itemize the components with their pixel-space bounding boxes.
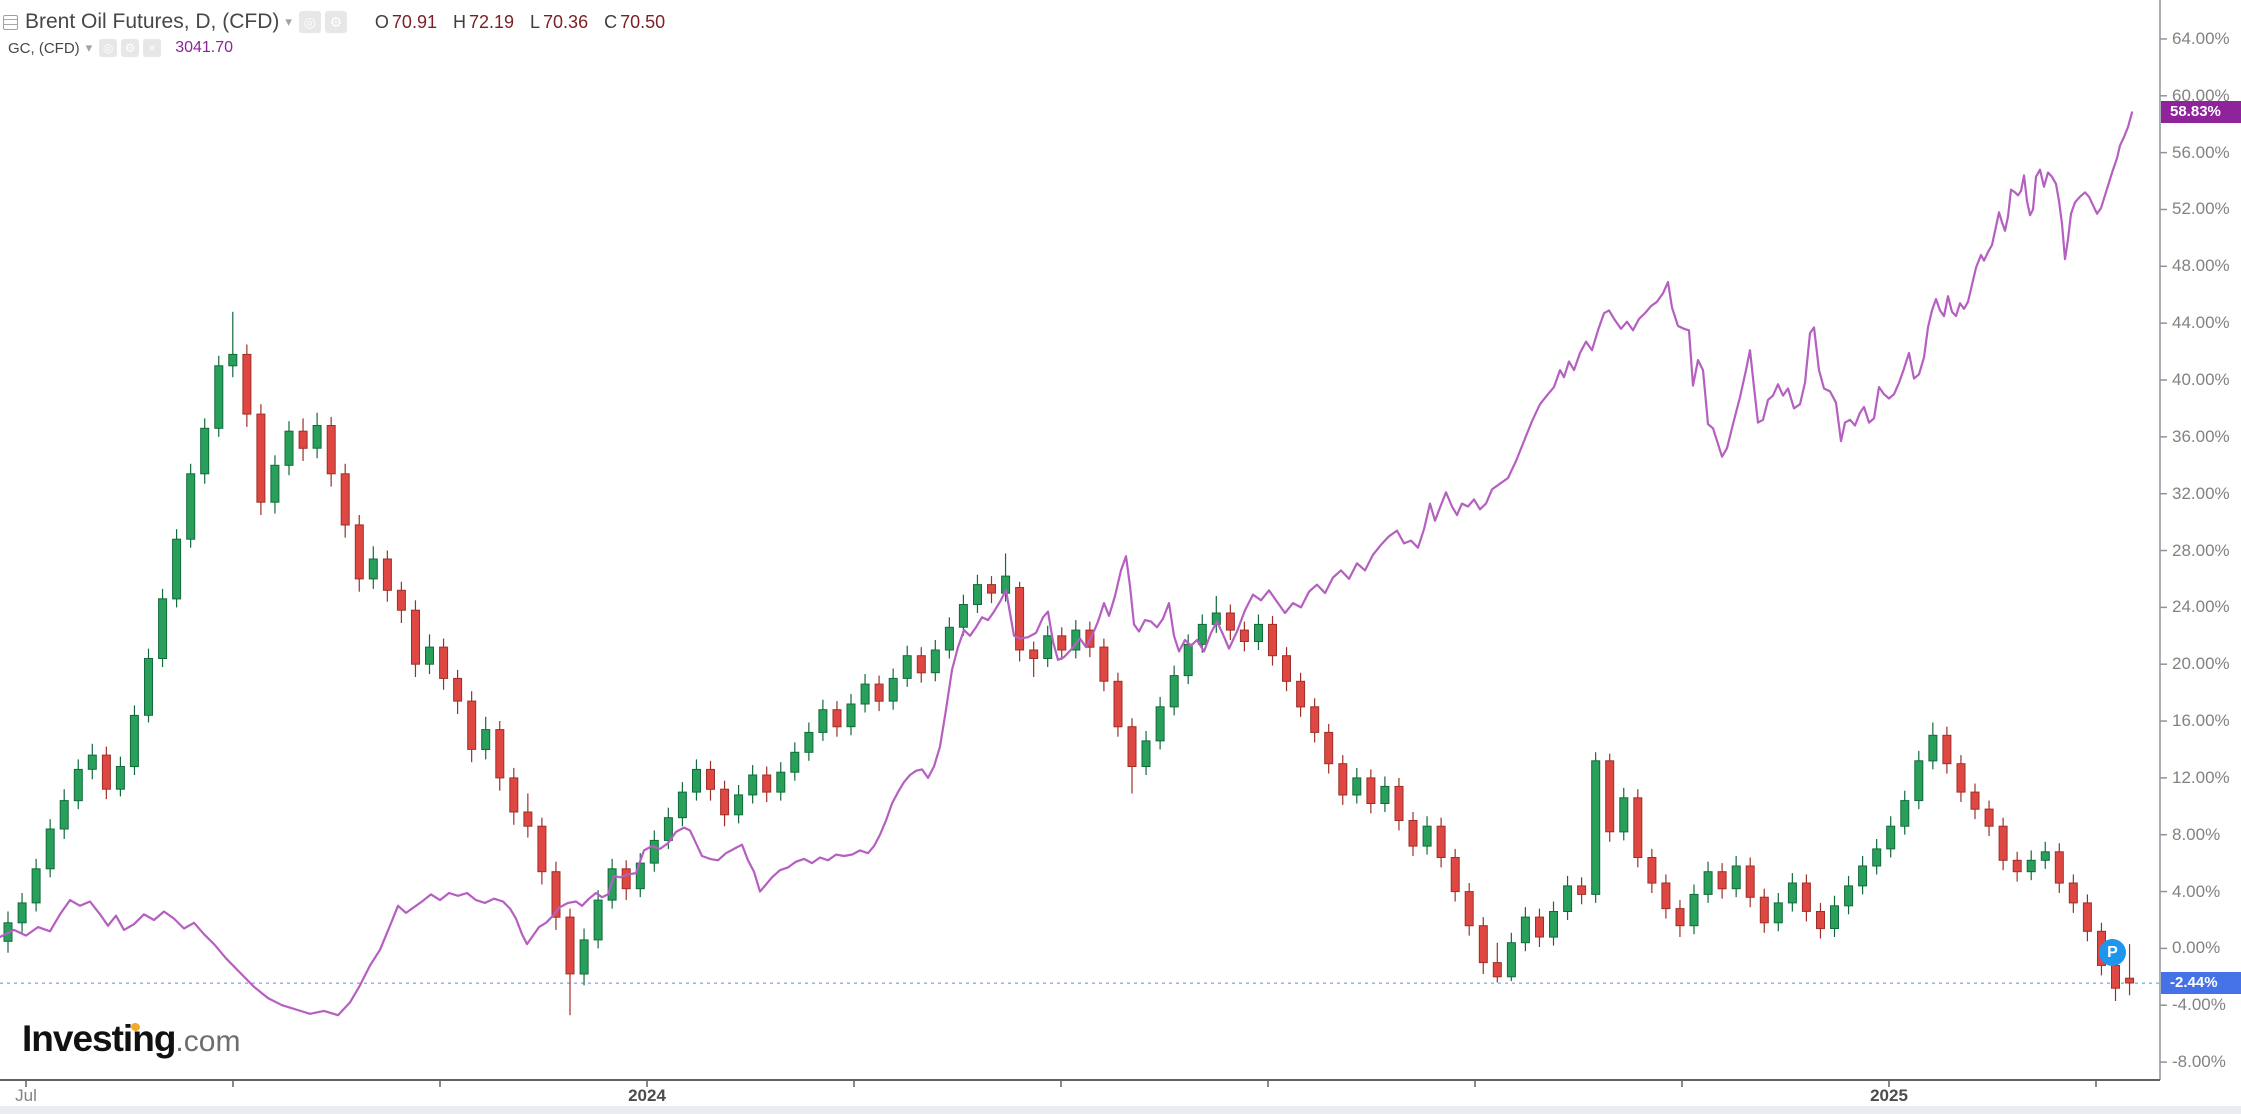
- gear-icon[interactable]: ⚙: [324, 11, 347, 33]
- y-axis-label: 16.00%: [2172, 711, 2230, 731]
- compare-row: GC, (CFD) ▾ ◎ ⚙ × 3041.70: [8, 38, 665, 58]
- bottom-strip: [0, 1106, 2241, 1114]
- y-axis-label: -8.00%: [2172, 1052, 2226, 1072]
- open-value: 70.91: [391, 11, 437, 32]
- price-marker-badge[interactable]: P: [2099, 939, 2126, 966]
- x-axis-label: 2024: [628, 1086, 666, 1105]
- eye-icon[interactable]: ◎: [99, 39, 118, 57]
- last-price-tag-text: -2.44%: [2170, 974, 2218, 992]
- last-price-tag: -2.44%: [2161, 972, 2241, 995]
- y-axis-label: 28.00%: [2172, 540, 2230, 560]
- logo-tld-text: .com: [175, 1025, 241, 1058]
- ohlc-readout: O 70.91 H 72.19 L 70.36 C 70.50: [365, 12, 665, 33]
- x-axis-label: Jul: [15, 1086, 37, 1105]
- y-axis-label: 52.00%: [2172, 199, 2230, 219]
- compare-line-series: [0, 111, 2134, 1017]
- chevron-down-icon[interactable]: ▾: [85, 40, 93, 55]
- legend-collapse-icon[interactable]: [3, 14, 18, 30]
- y-axis-label: 12.00%: [2172, 767, 2230, 787]
- low-label: L: [530, 11, 541, 32]
- symbol-row: Brent Oil Futures, D, (CFD) ▾ ◎ ⚙ O 70.9…: [3, 9, 665, 35]
- y-axis-label: 56.00%: [2172, 142, 2230, 162]
- eye-icon[interactable]: ◎: [298, 11, 321, 33]
- y-axis-label: 44.00%: [2172, 313, 2230, 333]
- high-label: H: [452, 11, 466, 32]
- open-label: O: [374, 11, 389, 32]
- gear-icon[interactable]: ⚙: [121, 39, 140, 57]
- high-value: 72.19: [468, 11, 515, 32]
- line-value-tag-text: 58.83%: [2170, 103, 2221, 121]
- chevron-down-icon[interactable]: ▾: [285, 14, 292, 29]
- legend: Brent Oil Futures, D, (CFD) ▾ ◎ ⚙ O 70.9…: [0, 0, 665, 58]
- y-axis-label: 8.00%: [2172, 824, 2221, 844]
- compare-symbol-title[interactable]: GC, (CFD): [8, 39, 80, 57]
- y-axis-label: 20.00%: [2172, 654, 2230, 674]
- close-value: 70.50: [620, 11, 666, 32]
- logo-brand-text: Investing: [22, 1018, 176, 1059]
- symbol-title[interactable]: Brent Oil Futures, D, (CFD): [25, 10, 280, 33]
- compare-last-value: 3041.70: [175, 39, 234, 56]
- y-axis-label: 24.00%: [2172, 597, 2230, 617]
- y-axis-label: 0.00%: [2172, 938, 2221, 958]
- close-label: C: [604, 11, 618, 32]
- candlestick-series: [3, 311, 2135, 1016]
- close-icon[interactable]: ×: [143, 39, 162, 57]
- x-axis-label: 2025: [1870, 1086, 1908, 1105]
- y-axis-label: 40.00%: [2172, 370, 2230, 389]
- y-axis-label: 48.00%: [2172, 256, 2230, 276]
- y-axis-label: -4.00%: [2172, 995, 2226, 1015]
- y-axis-label: 60.00%: [2172, 85, 2230, 105]
- investing-logo: Investing.com: [22, 1018, 240, 1060]
- y-axis-label: 64.00%: [2172, 28, 2230, 48]
- y-axis-label: 32.00%: [2172, 483, 2230, 503]
- line-value-tag: 58.83%: [2161, 101, 2241, 124]
- y-axis-label: 36.00%: [2172, 426, 2230, 446]
- y-axis-label: 4.00%: [2172, 881, 2221, 901]
- low-value: 70.36: [543, 11, 589, 32]
